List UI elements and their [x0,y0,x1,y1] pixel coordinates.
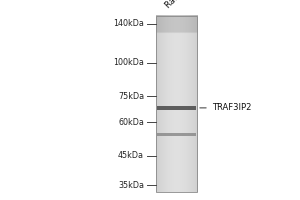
Text: Rat lung: Rat lung [164,0,195,10]
Text: 35kDa: 35kDa [118,181,144,190]
Bar [157,106,196,110]
Text: 60kDa: 60kDa [118,118,144,127]
Text: TRAF3IP2: TRAF3IP2 [200,103,251,112]
Text: 45kDa: 45kDa [118,151,144,160]
Text: 140kDa: 140kDa [113,19,144,28]
Text: 100kDa: 100kDa [113,58,144,67]
Text: 75kDa: 75kDa [118,92,144,101]
Bar [156,16,197,192]
Bar [157,133,196,136]
